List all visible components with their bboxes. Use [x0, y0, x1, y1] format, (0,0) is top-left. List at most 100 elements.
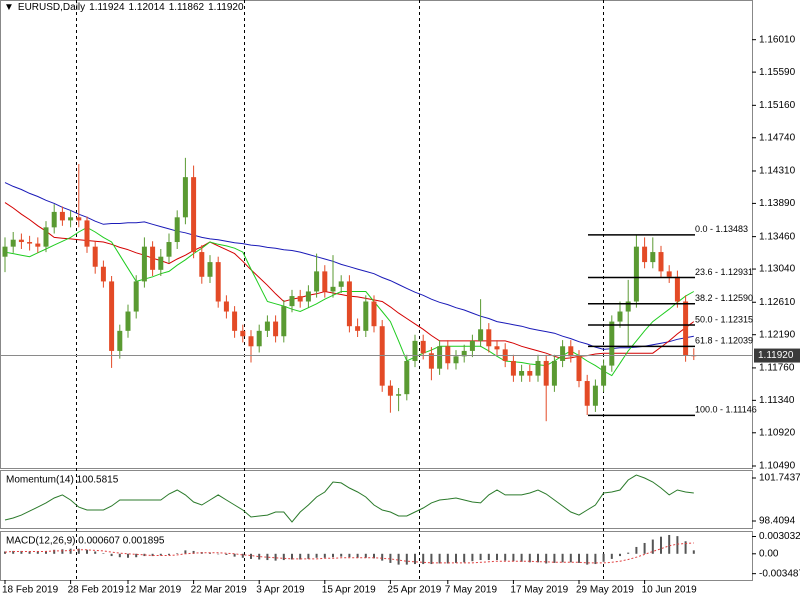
macd-bar: [45, 550, 47, 554]
macd-bar: [159, 553, 162, 556]
candle-body: [543, 360, 549, 386]
candle-body: [338, 281, 344, 287]
candle-body: [10, 239, 16, 247]
candle-body: [576, 356, 582, 382]
period-separators: [76, 0, 604, 580]
last-price-box: [754, 348, 800, 363]
macd-bar: [127, 553, 129, 558]
candle-body: [560, 346, 566, 361]
candle-body: [551, 360, 557, 386]
x-tick-label: 15 Apr 2019: [322, 585, 376, 596]
macd-bar: [627, 552, 630, 554]
candle-body: [396, 394, 402, 396]
macd-bar: [184, 550, 187, 554]
macd-bar: [676, 536, 679, 554]
candle-body: [584, 381, 590, 406]
candle-body: [256, 330, 262, 347]
macd-bar: [520, 553, 523, 562]
candle-body: [158, 256, 164, 270]
candle-body: [445, 346, 451, 364]
candle-body: [174, 217, 180, 243]
macd-bar: [69, 548, 72, 554]
macd-bar: [209, 552, 211, 554]
menu-triangle[interactable]: ▼: [4, 2, 14, 13]
macd-bar: [389, 553, 392, 563]
macd-bar: [332, 553, 334, 558]
candle-body: [68, 217, 74, 221]
macd-title: MACD(12,26,9) 0.000607 0.001895: [6, 536, 165, 547]
macd-bar: [463, 553, 466, 563]
candle-body: [494, 346, 500, 350]
macd-bar: [20, 550, 23, 554]
candle-body: [51, 211, 57, 228]
candle-body: [207, 262, 213, 277]
macd-bar: [651, 539, 654, 554]
macd-bar: [660, 536, 662, 554]
macd-bar: [250, 553, 252, 559]
x-tick-label: 28 Feb 2019: [68, 585, 125, 596]
candle-body: [486, 329, 492, 347]
macd-bar: [340, 553, 343, 557]
x-tick-label: 12 Mar 2019: [125, 585, 182, 596]
candle-body: [100, 266, 106, 282]
macd-bar: [315, 553, 318, 558]
macd-bar: [135, 553, 138, 558]
macd-bar: [602, 553, 605, 562]
y-tick-label: 1.11340: [759, 395, 795, 406]
macd-bar: [28, 551, 31, 554]
macd-bar: [364, 553, 367, 558]
candle-body: [683, 301, 689, 356]
candle-body: [625, 301, 631, 312]
macd-bar: [274, 553, 277, 561]
macd-bar: [479, 553, 482, 561]
y-tick-label: 1.13460: [759, 231, 796, 242]
candle-body: [59, 211, 65, 221]
x-tick-label: 3 Apr 2019: [256, 585, 305, 596]
y-tick-label: 1.13040: [759, 264, 796, 275]
candle-body: [404, 360, 410, 395]
candle-body: [109, 281, 115, 351]
candle-body: [601, 365, 607, 386]
candle-body: [27, 242, 33, 244]
candle-body: [355, 326, 361, 331]
candle-body: [674, 276, 680, 302]
macd-bar: [471, 553, 474, 562]
macd-bar: [545, 553, 548, 564]
y-tick-label: 1.12190: [759, 329, 796, 340]
candle-body: [117, 330, 123, 351]
candle-body: [264, 321, 270, 331]
candle-body: [281, 306, 287, 337]
macd-bar: [610, 553, 613, 559]
macd-bar: [496, 553, 498, 561]
macd-bar: [266, 553, 269, 561]
macd-bar: [282, 553, 285, 561]
candle-body: [248, 336, 254, 347]
candle-body: [182, 177, 188, 218]
y-tick-label: 1.11760: [759, 363, 795, 374]
candle-body: [314, 271, 320, 292]
macd-bar: [569, 553, 572, 563]
x-tick-label: 22 Mar 2019: [191, 585, 248, 596]
macd-bar: [53, 549, 56, 554]
candle-body: [609, 321, 615, 366]
macd-bar: [151, 553, 154, 557]
fib-label: 50.0 - 1.12315: [695, 314, 753, 324]
y-tick-label: 0.003032: [759, 531, 800, 542]
candle-body: [297, 296, 303, 302]
macd-bar: [405, 553, 408, 565]
candle-body: [76, 217, 82, 221]
candle-body: [18, 239, 24, 243]
candle-body: [519, 370, 525, 376]
fib-label: 61.8 - 1.12039: [695, 336, 753, 346]
macd-bar: [446, 553, 449, 564]
ohlc-value: 1.11920: [208, 2, 244, 13]
candle-body: [437, 346, 443, 369]
macd-bar: [4, 551, 6, 554]
candle-body: [666, 271, 672, 277]
macd-bar: [291, 553, 293, 560]
y-tick-label: 1.12610: [759, 297, 796, 308]
moving-average: [4, 182, 694, 350]
macd-bar: [586, 553, 589, 565]
macd-bar: [110, 553, 113, 557]
